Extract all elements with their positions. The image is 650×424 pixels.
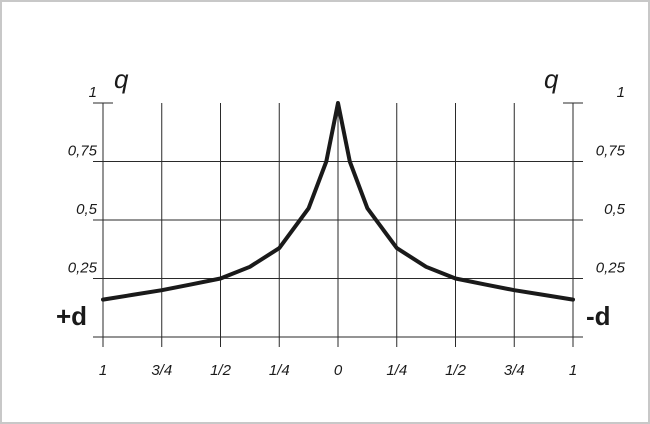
y-tick-label-left: 0,75 (68, 143, 98, 160)
y-tick-label-right: 0,25 (596, 260, 626, 277)
x-tick-label: 1/2 (445, 362, 467, 379)
x-tick-label: 1/4 (269, 362, 290, 379)
left-side-label: +d (56, 301, 87, 331)
y-axis-label-left: q (114, 64, 129, 94)
x-tick-label: 1/2 (210, 362, 232, 379)
right-side-label: -d (586, 301, 611, 331)
x-tick-label: 1 (569, 362, 577, 379)
y-tick-label-right: 0,5 (604, 201, 626, 218)
y-axis-label-right: q (544, 64, 559, 94)
y-tick-label-right: 1 (617, 84, 625, 101)
series-line (101, 101, 575, 302)
x-tick-label: 1 (99, 362, 107, 379)
y-tick-label-left: 0,25 (68, 260, 98, 277)
tick-labels: 1 3/4 1/2 1/4 0 1/4 1/2 3/4 1 0,25 0,25 0,5 0,5 0,75 0… (68, 84, 626, 379)
x-tick-label: 0 (334, 362, 343, 379)
x-tick-label: 3/4 (151, 362, 172, 379)
chart-grid (93, 102, 583, 347)
y-tick-label-right: 0,75 (596, 143, 626, 160)
y-tick-label-left: 0,5 (76, 201, 98, 218)
y-tick-label-left: 1 (89, 84, 97, 101)
x-tick-label: 1/4 (386, 362, 407, 379)
x-tick-label: 3/4 (504, 362, 525, 379)
